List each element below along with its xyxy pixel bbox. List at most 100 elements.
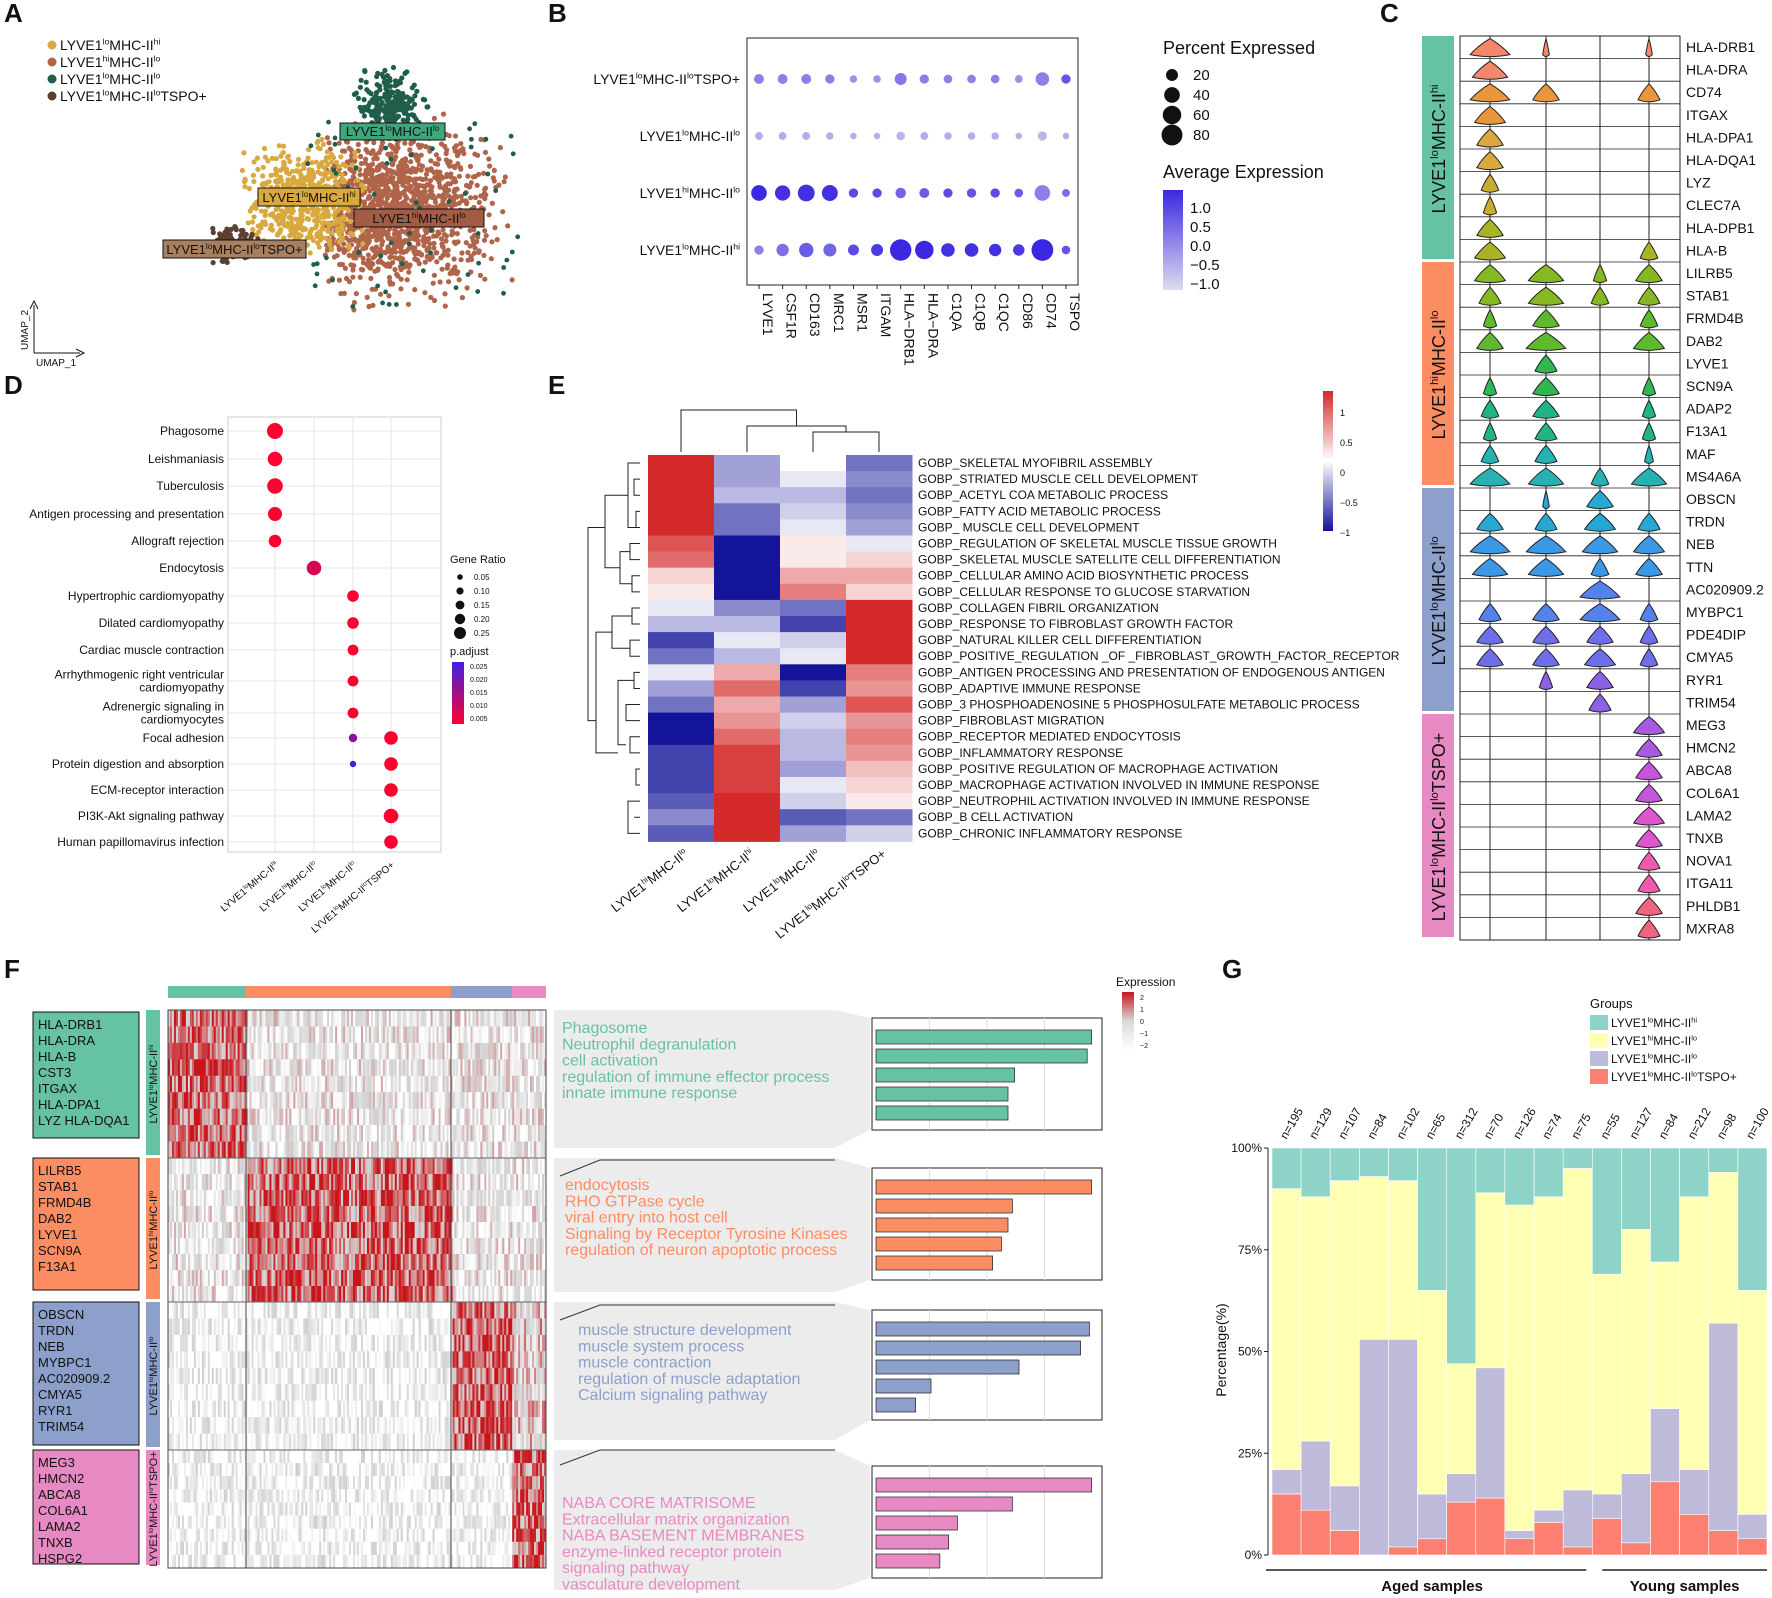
violin bbox=[1469, 38, 1511, 58]
heat-cell bbox=[309, 1075, 312, 1093]
umap-point bbox=[348, 230, 354, 236]
dot bbox=[1061, 245, 1071, 255]
heat-cell bbox=[364, 1174, 368, 1191]
heat-cell bbox=[247, 1026, 250, 1044]
heat-cell bbox=[229, 1092, 232, 1109]
umap-point bbox=[346, 252, 352, 258]
heat-cell bbox=[295, 1092, 298, 1109]
umap-point bbox=[386, 302, 392, 307]
heat-cell bbox=[714, 728, 781, 746]
umap-point bbox=[441, 232, 448, 238]
heat-cell bbox=[470, 1158, 473, 1175]
heat-cell bbox=[301, 1092, 304, 1109]
heat-cell bbox=[337, 1010, 340, 1027]
heat-cell bbox=[452, 1075, 455, 1093]
violin bbox=[1525, 535, 1567, 555]
heat-cell bbox=[241, 1042, 244, 1060]
heat-cell bbox=[177, 1141, 181, 1159]
gene-label: PDE4DIP bbox=[1686, 627, 1746, 643]
heat-cell bbox=[538, 1092, 541, 1109]
heat-cell bbox=[331, 1125, 334, 1142]
label-part: TSPO+ bbox=[365, 860, 398, 890]
heat-cell bbox=[339, 1026, 342, 1044]
dot bbox=[966, 188, 977, 198]
heat-cell bbox=[524, 1125, 527, 1142]
heat-cell bbox=[456, 1158, 459, 1175]
heat-cell bbox=[512, 1141, 515, 1159]
heat-cell bbox=[400, 1026, 404, 1044]
term-label: Arrhythmogenic right ventricular bbox=[55, 668, 224, 682]
heat-cell bbox=[434, 1092, 437, 1109]
heat-cell bbox=[255, 1042, 258, 1060]
heat-cell bbox=[223, 1174, 226, 1191]
heat-cell bbox=[524, 1108, 527, 1126]
heat-cell bbox=[345, 1092, 348, 1109]
heat-cell bbox=[293, 1092, 296, 1109]
heat-cell bbox=[438, 1075, 441, 1093]
heat-cell bbox=[275, 1190, 278, 1207]
heat-cell bbox=[380, 1042, 384, 1060]
umap-point bbox=[387, 281, 393, 287]
heat-cell bbox=[311, 1059, 314, 1077]
heat-cell bbox=[185, 1092, 189, 1109]
heat-cell bbox=[207, 1174, 211, 1191]
heat-cell bbox=[396, 1010, 400, 1027]
umap-point bbox=[390, 175, 396, 181]
row-label: GOBP_B CELL ACTIVATION bbox=[918, 810, 1073, 824]
heat-cell bbox=[380, 1174, 384, 1191]
umap-point bbox=[469, 136, 474, 142]
violin bbox=[1476, 331, 1504, 351]
heat-cell bbox=[283, 1125, 286, 1142]
umap-point bbox=[366, 234, 373, 240]
heat-cell bbox=[173, 1010, 177, 1027]
superscript: lo bbox=[103, 37, 110, 47]
heat-cell bbox=[341, 1026, 344, 1044]
heat-cell bbox=[496, 1125, 499, 1142]
heat-cell bbox=[343, 1141, 346, 1159]
heat-cell bbox=[219, 1075, 223, 1093]
heat-cell bbox=[179, 1174, 183, 1191]
heat-cell bbox=[466, 1092, 469, 1109]
heat-cell bbox=[339, 1010, 342, 1027]
heat-cell bbox=[317, 1059, 320, 1077]
umap-point bbox=[482, 186, 488, 192]
heat-cell bbox=[360, 1125, 364, 1142]
heat-cell bbox=[446, 1108, 449, 1126]
heat-cell bbox=[221, 1108, 225, 1126]
umap-point bbox=[332, 209, 338, 215]
heat-cell bbox=[315, 1059, 318, 1077]
heat-cell bbox=[283, 1010, 286, 1027]
heat-cell bbox=[339, 1042, 342, 1060]
heat-cell bbox=[410, 1010, 414, 1027]
heat-cell bbox=[233, 1059, 236, 1077]
heat-cell bbox=[279, 1190, 282, 1207]
heat-cell bbox=[259, 1059, 262, 1077]
heat-cell bbox=[524, 1092, 527, 1109]
heat-cell bbox=[532, 1108, 535, 1126]
heat-cell bbox=[426, 1141, 429, 1159]
row-label: GOBP_POSITIVE_REGULATION _OF _FIBROBLAST… bbox=[918, 649, 1400, 663]
umap-point bbox=[330, 155, 337, 161]
umap-point bbox=[370, 255, 376, 261]
heat-cell bbox=[476, 1092, 479, 1109]
heat-cell bbox=[281, 1125, 284, 1142]
heat-cell bbox=[205, 1125, 209, 1142]
heat-cell bbox=[714, 793, 781, 810]
heat-cell bbox=[480, 1092, 483, 1109]
heat-cell bbox=[648, 455, 715, 472]
heat-cell bbox=[398, 1125, 402, 1142]
heat-cell bbox=[780, 503, 847, 520]
heat-cell bbox=[229, 1042, 232, 1060]
heat-cell bbox=[205, 1190, 209, 1207]
heat-cell bbox=[325, 1059, 328, 1077]
heat-cell bbox=[464, 1059, 467, 1077]
heat-cell bbox=[273, 1075, 276, 1093]
violin bbox=[1635, 263, 1663, 284]
umap-point bbox=[423, 228, 429, 234]
heat-cell bbox=[398, 1174, 402, 1191]
heat-cell bbox=[440, 1075, 443, 1093]
heat-cell bbox=[345, 1026, 348, 1044]
dot bbox=[848, 188, 859, 198]
heat-cell bbox=[289, 1174, 292, 1191]
heat-cell bbox=[540, 1026, 543, 1044]
